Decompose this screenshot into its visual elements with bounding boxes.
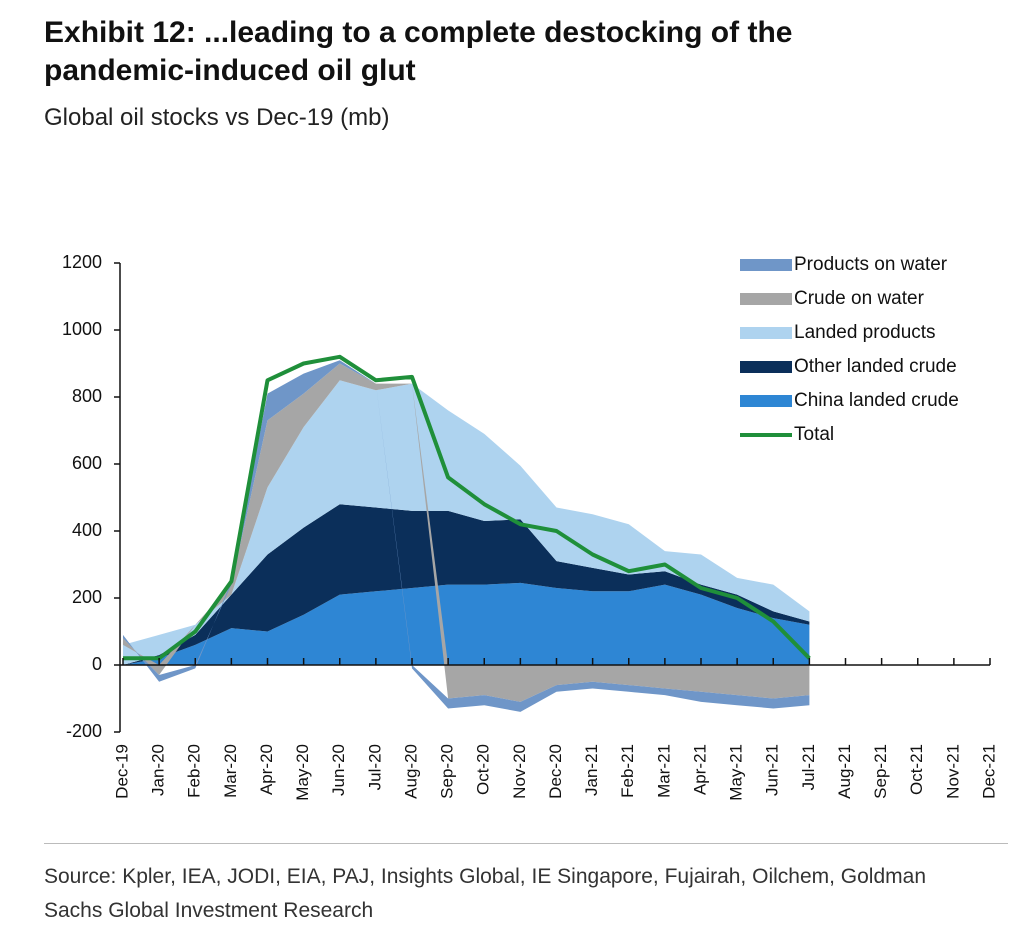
y-tick-label: -200 [66,721,102,741]
x-tick-label: Sep-20 [438,744,457,799]
x-tick-label: Feb-21 [618,744,637,798]
x-tick-label: Apr-20 [257,744,276,795]
legend-swatch [740,327,792,339]
legend-label: Products on water [794,254,948,275]
x-tick-label: May-21 [727,744,746,801]
x-tick-label: Jul-21 [799,744,818,790]
x-tick-label: Jun-21 [763,744,782,796]
legend-label: Total [794,424,834,445]
x-tick-label: Dec-19 [112,744,131,799]
x-tick-label: Nov-21 [943,744,962,799]
area [123,504,810,665]
legend-label: Other landed crude [794,356,957,377]
y-tick-label: 400 [72,520,102,540]
x-tick-label: Aug-21 [835,744,854,799]
area [123,363,810,702]
x-tick-label: Mar-20 [221,744,240,798]
x-tick-label: Dec-21 [979,744,998,799]
x-tick-label: Dec-20 [546,744,565,799]
y-tick-label: 600 [72,453,102,473]
x-tick-label: Jan-21 [582,744,601,796]
legend-label: Landed products [794,322,936,343]
legend-label: Crude on water [794,288,925,309]
legend-label: China landed crude [794,390,959,411]
legend-swatch [740,361,792,373]
x-tick-label: Jul-20 [365,744,384,790]
divider [44,843,1008,844]
area [123,582,810,665]
y-tick-label: 1000 [62,319,102,339]
x-tick-label: Oct-20 [474,744,493,795]
chart-title: Exhibit 12: ...leading to a complete des… [44,16,793,87]
x-tick-label: Jan-20 [149,744,168,796]
x-tick-label: Nov-20 [510,744,529,799]
x-tick-label: Jun-20 [329,744,348,796]
x-tick-label: Apr-21 [690,744,709,795]
x-tick-label: Feb-20 [185,744,204,798]
x-tick-label: Oct-21 [907,744,926,795]
total-line [123,354,811,661]
y-tick-label: 800 [72,386,102,406]
y-tick-label: 1200 [62,252,102,272]
source-note: Source: Kpler, IEA, JODI, EIA, PAJ, Insi… [44,865,926,922]
legend-swatch [740,395,792,407]
legend-swatch [740,293,792,305]
x-tick-label: Mar-21 [654,744,673,798]
y-tick-label: 0 [92,654,102,674]
x-tick-label: Sep-21 [871,744,890,799]
x-tick-label: Aug-20 [401,744,420,799]
x-tick-label: May-20 [293,744,312,801]
y-tick-label: 200 [72,587,102,607]
area [123,380,810,665]
legend-swatch [740,259,792,271]
chart-subtitle: Global oil stocks vs Dec-19 (mb) [44,104,390,131]
